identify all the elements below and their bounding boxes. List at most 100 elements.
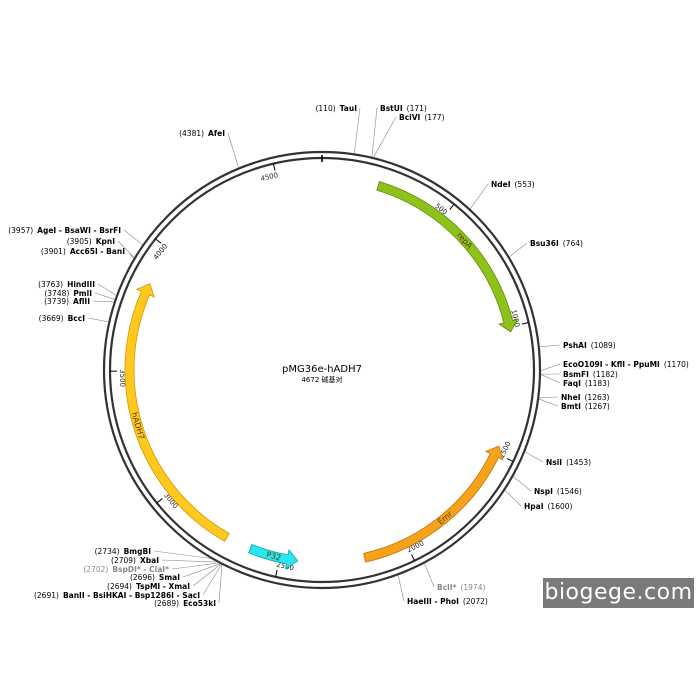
site-position: (3748): [44, 289, 69, 298]
site-label: (3901) Acc65I - BanI: [41, 247, 125, 256]
site-name: FaqI: [563, 379, 581, 388]
site-name: BmgBI: [124, 547, 152, 556]
site-label: EcoO109I - KflI - PpuMI (1170): [563, 360, 689, 369]
site-position: (1974): [460, 583, 485, 592]
site-leader-line: [123, 229, 143, 245]
site-leader-line: [540, 374, 561, 384]
site-name: BanII - BsiHKAI - Bsp1286I - SacI: [63, 591, 200, 600]
site-position: (1183): [585, 379, 610, 388]
feature-arrow-p32: [248, 543, 299, 570]
feature-label-hadh7: hADH7: [129, 411, 146, 440]
site-leader-line: [539, 396, 559, 399]
site-name: AflII: [73, 297, 90, 306]
site-position: (2709): [111, 556, 136, 565]
site-position: (4381): [179, 129, 204, 138]
site-position: (1546): [557, 487, 582, 496]
site-name: PshAI: [563, 341, 587, 350]
site-leader-line: [202, 564, 222, 596]
site-leader-line: [509, 242, 528, 258]
site-label: NspI (1546): [534, 487, 582, 496]
site-name: KpnI: [96, 237, 116, 246]
site-position: (1182): [593, 370, 618, 379]
site-leader-line: [397, 575, 405, 602]
site-position: (3901): [41, 247, 66, 256]
feature-arrow-emr: [363, 445, 504, 563]
site-label: NsiI (1453): [546, 458, 591, 467]
tick-mark: [521, 322, 529, 325]
site-leader-line: [171, 562, 219, 570]
site-leader-line: [153, 550, 211, 559]
site-name: HpaI: [524, 502, 544, 511]
site-position: (2702): [83, 565, 108, 574]
site-name: BspDI* - ClaI*: [112, 565, 169, 574]
site-name: BstUI: [380, 104, 403, 113]
site-label: BciVI (177): [399, 113, 445, 122]
site-label: (3748) PmlI: [44, 289, 92, 298]
site-label: HpaI (1600): [524, 502, 573, 511]
site-name: BclI*: [437, 583, 457, 592]
site-position: (1600): [548, 502, 573, 511]
site-name: HaeIII - PhoI: [407, 597, 459, 606]
site-leader-line: [371, 107, 378, 157]
site-position: (553): [515, 180, 535, 189]
tick-label: 4500: [260, 171, 279, 183]
site-label: (2689) Eco53kI: [154, 599, 216, 608]
backbone-outer-ring: [102, 150, 542, 590]
site-leader-line: [424, 563, 435, 588]
site-leader-line: [353, 107, 361, 154]
site-leader-line: [117, 240, 135, 258]
site-position: (1453): [566, 458, 591, 467]
site-name: NsiI: [546, 458, 562, 467]
site-leader-line: [97, 283, 117, 296]
site-label: (3669) BccI: [39, 314, 86, 323]
tick-mark: [411, 554, 416, 561]
site-label: (3739) AflII: [44, 297, 90, 306]
site-label: BclI* (1974): [437, 583, 485, 592]
site-leader-line: [182, 563, 221, 578]
site-label: (3763) HindIII: [38, 280, 95, 289]
site-label: (4381) AfeI: [179, 129, 225, 138]
site-label: BstUI (171): [380, 104, 427, 113]
site-label: NdeI (553): [491, 180, 535, 189]
site-leader-line: [504, 489, 522, 507]
site-position: (3905): [67, 237, 92, 246]
site-label: (110) TauI: [315, 104, 357, 113]
site-position: (171): [407, 104, 427, 113]
site-name: XbaI: [140, 556, 159, 565]
site-name: BsmFI: [563, 370, 589, 379]
site-name: NheI: [561, 393, 581, 402]
restriction-sites: (110) TauI BstUI (171)BciVI (177) NdeI (553) Bs…: [8, 104, 689, 608]
site-label: PshAI (1089): [563, 341, 616, 350]
site-label: (2696) SmaI: [130, 573, 180, 582]
site-position: (3957): [8, 226, 33, 235]
site-label: (3905) KpnI: [67, 237, 115, 246]
site-name: TspMI - XmaI: [136, 582, 190, 591]
site-name: NspI: [534, 487, 553, 496]
site-label: HaeIII - PhoI (2072): [407, 597, 488, 606]
site-label: (2702) BspDI* - ClaI*: [83, 565, 169, 574]
site-leader-line: [524, 451, 544, 463]
site-name: NdeI: [491, 180, 511, 189]
site-leader-line: [539, 344, 561, 348]
site-leader-line: [94, 292, 115, 300]
site-label: BsmFI (1182): [563, 370, 618, 379]
tick-label: 1000: [509, 309, 521, 328]
site-name: PmlI: [73, 289, 92, 298]
site-position: (2694): [107, 582, 132, 591]
site-position: (2734): [95, 547, 120, 556]
site-position: (1267): [585, 402, 610, 411]
tick-mark: [275, 569, 278, 577]
site-position: (2691): [34, 591, 59, 600]
site-name: BmtI: [561, 402, 581, 411]
site-position: (3669): [39, 314, 64, 323]
feature-arrow-repa: [376, 181, 519, 333]
site-position: (2696): [130, 573, 155, 582]
site-label: (2694) TspMI - XmaI: [107, 582, 190, 591]
site-position: (764): [563, 239, 583, 248]
site-label: NheI (1263): [561, 393, 610, 402]
site-position: (1263): [585, 393, 610, 402]
site-name: BccI: [68, 314, 86, 323]
site-name: Acc65I - BanI: [70, 247, 125, 256]
tick-mark: [449, 203, 455, 210]
tick-mark: [156, 498, 163, 504]
